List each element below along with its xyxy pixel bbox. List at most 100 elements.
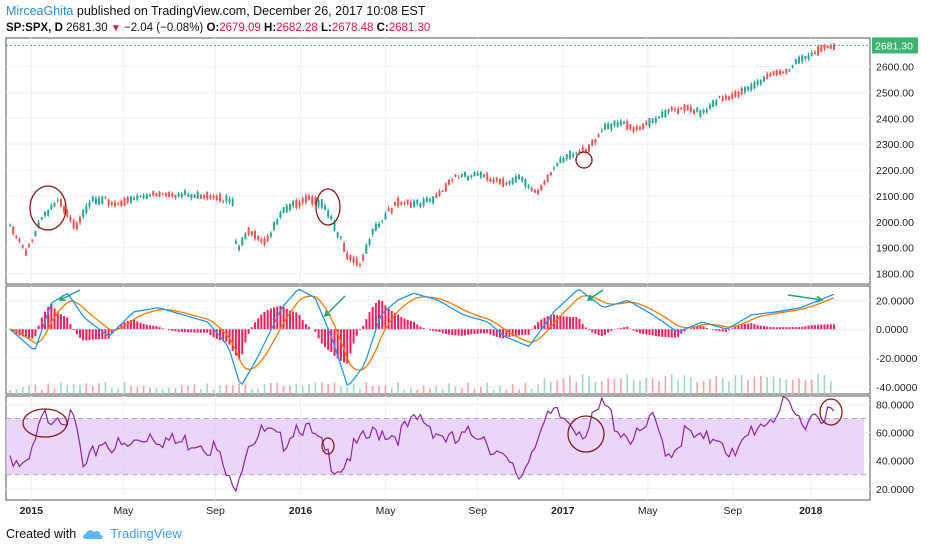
volume-bar — [276, 382, 279, 394]
volume-bar — [645, 377, 648, 394]
candle — [409, 201, 412, 208]
candle — [432, 196, 435, 204]
macd-histogram-bar — [626, 326, 629, 330]
close-value: 2681.30 — [388, 22, 431, 34]
candle — [161, 193, 164, 195]
volume-bar — [511, 384, 514, 394]
volume-bar — [499, 385, 501, 394]
candle — [390, 207, 393, 213]
macd-histogram-bar — [724, 329, 727, 332]
candle — [556, 163, 559, 166]
candle — [285, 205, 288, 212]
open-value: 2679.09 — [219, 22, 261, 34]
signal-line — [9, 295, 835, 371]
candle — [123, 197, 126, 206]
macd-histogram-bar — [381, 300, 384, 330]
candle — [56, 199, 59, 201]
volume-bar — [651, 378, 654, 394]
volume-bar — [772, 376, 775, 394]
macd-histogram-bar — [136, 321, 139, 330]
volume-bar — [721, 378, 724, 394]
volume-bar — [72, 383, 75, 394]
volume-bar — [728, 381, 730, 394]
macd-histogram-bar — [651, 329, 654, 336]
candle — [572, 153, 575, 157]
macd-histogram-bar — [253, 322, 256, 330]
candle — [750, 84, 753, 91]
macd-histogram-bar — [168, 329, 171, 331]
macd-histogram-bar — [94, 329, 97, 340]
macd-histogram-bar — [502, 329, 505, 339]
macd-histogram-bar — [514, 329, 517, 336]
candle — [810, 52, 813, 56]
macd-histogram-bar — [772, 327, 775, 330]
volume-bar — [28, 384, 30, 394]
candle — [317, 199, 320, 207]
volume-bar — [263, 384, 266, 394]
macd-histogram-bar — [180, 329, 183, 333]
macd-histogram-bar — [266, 309, 269, 330]
macd-histogram-bar — [101, 329, 104, 340]
macd-histogram-bar — [142, 323, 145, 330]
macd-histogram-bar — [623, 327, 626, 330]
candle — [419, 202, 422, 208]
candle — [333, 221, 336, 231]
macd-histogram-bar — [588, 329, 591, 331]
candle — [638, 127, 641, 130]
candle — [619, 120, 622, 125]
candle — [203, 194, 206, 199]
macd-histogram-bar — [699, 325, 702, 330]
x-tick-label: May — [638, 505, 659, 517]
volume-bar — [21, 387, 24, 394]
volume-bar — [250, 388, 253, 394]
macd-histogram-bar — [327, 329, 330, 351]
candle — [196, 192, 199, 199]
macd-histogram-bar — [553, 314, 556, 330]
macd-histogram-bar — [444, 329, 447, 334]
tradingview-brand-link[interactable]: TradingView — [110, 526, 182, 541]
macd-histogram-bar — [813, 324, 816, 330]
close-label: C: — [376, 22, 389, 34]
macd-histogram-bar — [126, 320, 129, 330]
volume-bar — [696, 381, 698, 394]
candle — [101, 196, 104, 204]
candle — [78, 216, 81, 223]
macd-histogram-bar — [397, 314, 400, 330]
volume-bar — [397, 382, 399, 394]
volume-bar — [231, 384, 234, 394]
macd-histogram-bar — [333, 329, 336, 356]
macd-histogram-bar — [78, 329, 81, 338]
macd-histogram-bar — [457, 329, 460, 336]
volume-bar — [734, 375, 737, 394]
candle — [788, 69, 791, 72]
volume-bar — [715, 376, 718, 394]
candle — [708, 104, 711, 109]
volume-bar — [410, 387, 412, 394]
candle — [238, 245, 241, 251]
candle — [457, 177, 460, 179]
x-tick-label: 2017 — [551, 505, 575, 517]
macd-histogram-bar — [591, 329, 594, 333]
candle — [791, 65, 794, 68]
macd-histogram-bar — [177, 329, 180, 332]
macd-histogram-bar — [559, 315, 562, 330]
candle — [295, 200, 298, 208]
author-link[interactable]: MirceaGhita — [6, 4, 74, 18]
candle — [670, 106, 673, 111]
candle — [59, 199, 62, 207]
candle — [756, 80, 759, 85]
y-tick-label: 2200.00 — [876, 165, 914, 177]
down-arrow-icon: ▼ — [110, 23, 121, 34]
candle — [174, 194, 177, 198]
macd-histogram-bar — [568, 316, 571, 330]
macd-histogram-bar — [215, 329, 218, 339]
volume-bar — [225, 385, 228, 394]
volume-bar — [238, 383, 240, 394]
candle — [355, 258, 358, 266]
macd-histogram-bar — [400, 316, 403, 330]
volume-bar — [600, 381, 603, 394]
macd-histogram-bar — [483, 329, 486, 334]
y-tick-label: 0.0000 — [876, 324, 908, 336]
macd-histogram-bar — [833, 324, 835, 330]
